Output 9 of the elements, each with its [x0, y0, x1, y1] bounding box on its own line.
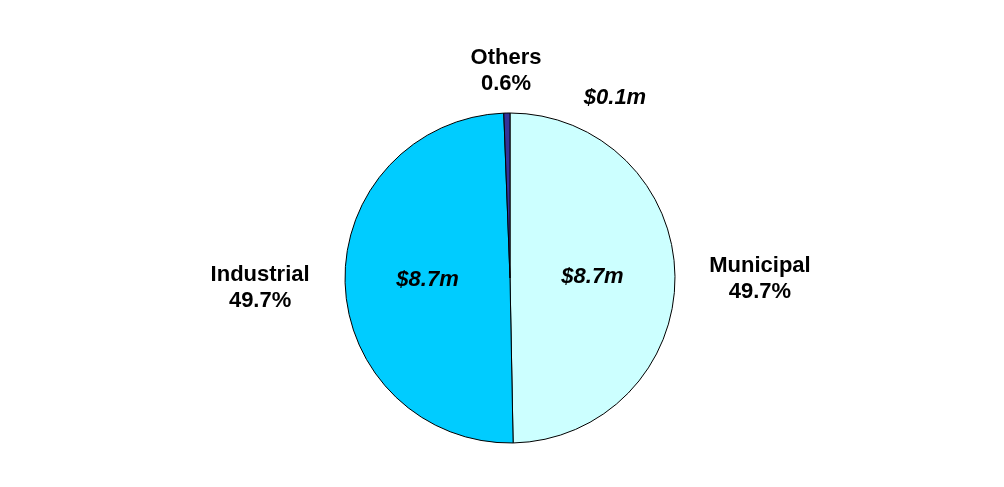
text: $8.7m: [396, 266, 459, 292]
text: $0.1m: [583, 83, 647, 109]
data-label: 49.7%: [228, 287, 292, 313]
text: $8.7m: [561, 263, 624, 289]
slice-label: Others: [470, 44, 542, 70]
data-label: 0.6%: [480, 70, 532, 96]
data-label: 49.7%: [728, 277, 792, 303]
slice-label: Municipal: [709, 251, 811, 277]
slice-label: Industrial: [210, 261, 310, 287]
